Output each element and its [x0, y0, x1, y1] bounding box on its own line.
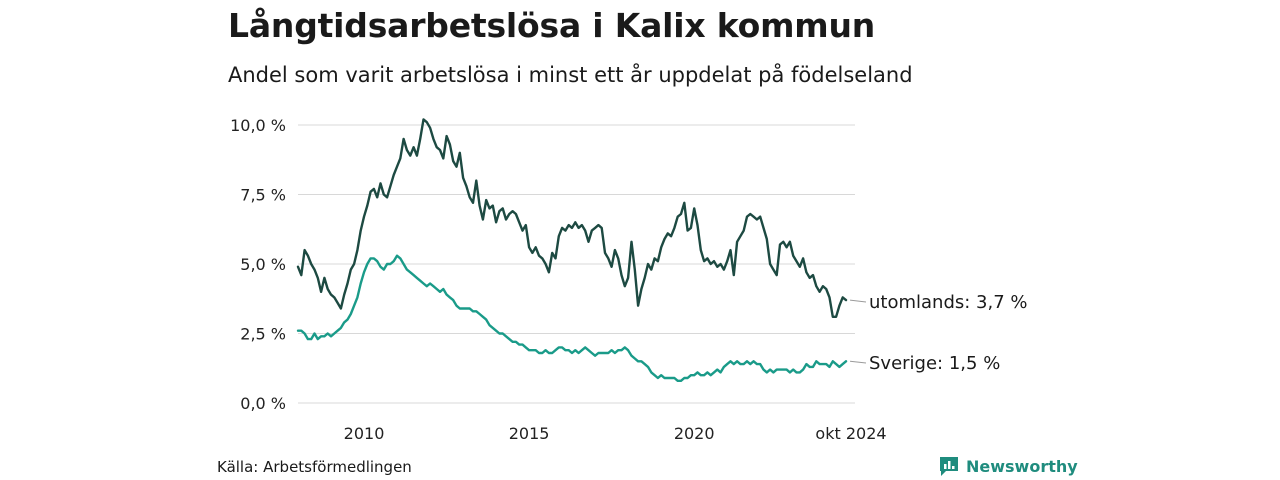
newsworthy-logo-icon	[940, 457, 958, 476]
y-tick-label: 2,5 %	[240, 325, 286, 344]
series-lines	[296, 118, 848, 382]
y-tick-label: 7,5 %	[240, 186, 286, 205]
series-line-sverige	[296, 254, 848, 382]
x-tick-label: 2010	[344, 424, 385, 443]
end-label-utomlands: utomlands: 3,7 %	[869, 292, 1028, 313]
end-label-connector	[849, 299, 867, 303]
x-tick-label: 2020	[674, 424, 715, 443]
y-tick-label: 10,0 %	[230, 116, 286, 135]
gridlines	[298, 124, 855, 404]
x-tick-label: 2015	[509, 424, 550, 443]
end-labels: utomlands: 3,7 % Sverige: 1,5 %	[849, 292, 1028, 374]
brand-name: Newsworthy	[966, 456, 1078, 476]
newsworthy-brand[interactable]: Newsworthy	[938, 455, 1078, 477]
x-tick-label: okt 2024	[815, 424, 886, 443]
end-label-connector	[849, 360, 867, 364]
y-tick-label: 5,0 %	[240, 255, 286, 274]
source-note: Källa: Arbetsförmedlingen	[217, 458, 412, 476]
y-tick-label: 0,0 %	[240, 394, 286, 413]
series-line-utomlands	[296, 118, 848, 318]
x-axis: 2010 2015 2020 okt 2024	[344, 424, 887, 443]
chart-title: Långtidsarbetslösa i Kalix kommun	[228, 6, 876, 45]
y-axis: 0,0 % 2,5 % 5,0 % 7,5 % 10,0 %	[230, 116, 286, 413]
chart-subtitle: Andel som varit arbetslösa i minst ett å…	[228, 63, 913, 87]
end-label-sverige: Sverige: 1,5 %	[869, 353, 1000, 374]
